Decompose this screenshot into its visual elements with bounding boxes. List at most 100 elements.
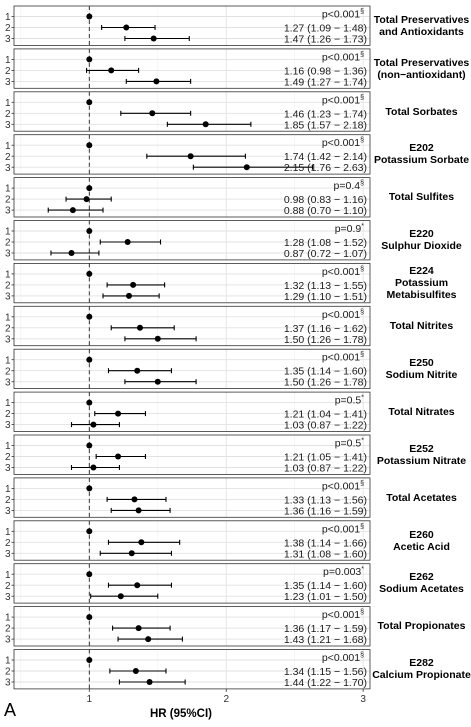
panel-border xyxy=(13,262,371,304)
row-label: E260 Acetic Acid xyxy=(393,528,450,553)
hr-point xyxy=(202,121,209,128)
hr-point xyxy=(86,228,93,234)
level-tick-label: 3 xyxy=(5,77,11,88)
panel-border xyxy=(13,177,371,218)
hr-point xyxy=(86,185,93,192)
row-label: Total Sulfites xyxy=(388,191,455,204)
hr-point xyxy=(86,270,93,277)
p-value-label: p<0.001§ xyxy=(322,609,364,621)
row-label: Total Nitrates xyxy=(388,405,455,418)
p-value-label: p<0.001§ xyxy=(322,652,364,664)
hr-ci-label: 1.46 (1.23 − 1.74) xyxy=(284,108,367,120)
level-tick-label: 3 xyxy=(5,678,11,689)
panel-border xyxy=(13,134,371,175)
level-tick-label: 2 xyxy=(5,667,11,678)
p-value-label: p<0.001§ xyxy=(322,266,364,278)
level-tick-label: 1 xyxy=(5,312,11,323)
hr-point xyxy=(126,292,133,299)
row-label: E250 Sodium Nitrite xyxy=(385,356,458,381)
hr-ci-label: 1.21 (1.05 − 1.41) xyxy=(284,452,367,464)
row-label: E252 Potassium Nitrate xyxy=(376,442,467,467)
panel-border xyxy=(13,91,371,132)
panel-border xyxy=(13,434,371,475)
level-tick-label: 3 xyxy=(5,635,11,646)
hr-point xyxy=(86,99,93,106)
hr-point xyxy=(86,442,93,449)
row-label: Total Preservatives (non−antioxidant) xyxy=(373,56,470,81)
hr-ci-label: 1.27 (1.09 − 1.48) xyxy=(284,23,367,35)
x-tick-label: 1 xyxy=(87,694,93,705)
level-tick-label: 1 xyxy=(5,527,11,538)
hr-ci-label: 1.03 (0.87 − 1.22) xyxy=(284,420,367,432)
hr-ci-label: 1.50 (1.26 − 1.78) xyxy=(284,377,367,389)
level-tick-label: 2 xyxy=(5,152,11,163)
level-tick-label: 1 xyxy=(5,227,11,238)
hr-ci-label: 1.31 (1.08 − 1.60) xyxy=(284,548,367,560)
hr-point xyxy=(83,196,90,203)
level-tick-label: 1 xyxy=(5,355,11,366)
hr-ci-label: 1.35 (1.14 − 1.60) xyxy=(284,366,367,378)
level-tick-label: 3 xyxy=(5,334,11,345)
level-tick-label: 2 xyxy=(5,281,11,292)
hr-ci-label: 1.28 (1.08 − 1.52) xyxy=(284,237,367,249)
level-tick-label: 2 xyxy=(5,366,11,377)
p-value-label: p<0.001§ xyxy=(322,9,364,21)
level-tick-label: 3 xyxy=(5,592,11,603)
level-tick-label: 3 xyxy=(5,292,11,303)
level-tick-label: 2 xyxy=(5,581,11,592)
hr-point xyxy=(86,313,93,320)
hr-point xyxy=(90,421,97,428)
level-tick-label: 1 xyxy=(5,441,11,452)
hr-ci-label: 2.15 (1.76 − 2.63) xyxy=(284,162,367,174)
panel-border xyxy=(13,305,371,347)
panel-border xyxy=(13,606,371,647)
hr-point xyxy=(138,539,145,546)
hr-point xyxy=(134,582,141,589)
hr-ci-label: 0.87 (0.72 − 1.07) xyxy=(284,248,367,260)
hr-ci-label: 1.38 (1.14 − 1.66) xyxy=(284,537,367,549)
level-tick-label: 2 xyxy=(5,195,11,206)
hr-ci-label: 1.49 (1.27 − 1.74) xyxy=(284,76,367,88)
row-label: Total Propionates xyxy=(377,620,466,633)
hr-ci-label: 1.29 (1.10 − 1.51) xyxy=(284,291,367,303)
panel-border xyxy=(13,348,371,390)
hr-point xyxy=(146,679,153,685)
panel-border xyxy=(13,48,371,89)
level-tick-label: 3 xyxy=(5,463,11,474)
hr-point xyxy=(115,453,122,460)
level-tick-label: 2 xyxy=(5,409,11,420)
hr-ci-label: 1.32 (1.13 − 1.55) xyxy=(284,280,367,292)
x-tick-label: 2 xyxy=(223,694,229,705)
hr-ci-label: 1.16 (0.98 − 1.36) xyxy=(284,65,367,77)
hr-ci-label: 1.85 (1.57 − 2.18) xyxy=(284,119,367,131)
row-label: Total Acetates xyxy=(386,491,457,504)
hr-ci-label: 1.36 (1.17 − 1.59) xyxy=(284,623,367,635)
hr-ci-label: 1.35 (1.14 − 1.60) xyxy=(284,580,367,592)
level-tick-label: 2 xyxy=(5,495,11,506)
level-tick-label: 2 xyxy=(5,109,11,120)
p-value-label: p<0.001§ xyxy=(322,137,364,149)
panel-border xyxy=(13,5,371,46)
level-tick-label: 2 xyxy=(5,624,11,635)
level-tick-label: 1 xyxy=(5,484,11,495)
hr-point xyxy=(136,324,143,331)
level-tick-label: 3 xyxy=(5,120,11,131)
hr-point xyxy=(135,625,142,632)
level-tick-label: 2 xyxy=(5,323,11,334)
level-tick-label: 3 xyxy=(5,249,11,260)
level-tick-label: 3 xyxy=(5,549,11,560)
hr-point xyxy=(187,153,194,160)
hr-point xyxy=(108,67,115,74)
p-value-label: p=0.5* xyxy=(335,438,365,450)
level-tick-label: 3 xyxy=(5,163,11,174)
hr-ci-label: 1.44 (1.22 − 1.70) xyxy=(284,677,367,689)
hr-ci-label: 0.88 (0.70 − 1.10) xyxy=(284,205,367,217)
level-tick-label: 1 xyxy=(5,656,11,667)
hr-point xyxy=(123,24,130,31)
hr-point xyxy=(69,207,76,214)
level-tick-label: 1 xyxy=(5,270,11,281)
hr-point xyxy=(86,571,93,578)
panel-border xyxy=(13,220,371,261)
panel-border xyxy=(13,563,371,604)
